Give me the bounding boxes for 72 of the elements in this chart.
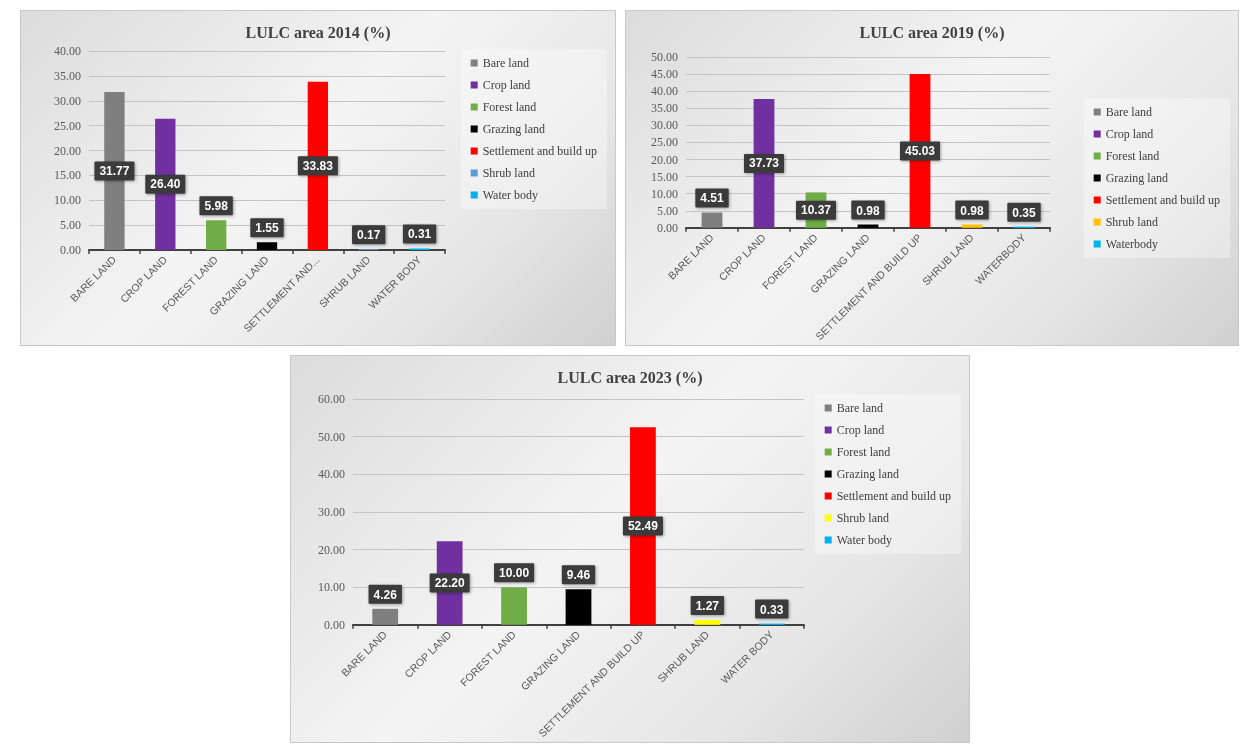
legend-label: Water body (836, 533, 893, 547)
y-tick-label: 40.00 (318, 467, 345, 482)
data-label: 26.40 (150, 177, 181, 192)
legend-label: Crop land (482, 78, 531, 92)
data-label: 37.73 (748, 156, 780, 171)
y-tick-label: 15.00 (651, 169, 678, 184)
chart-title: LULC area 2023 (%) (557, 368, 703, 387)
data-label: 1.55 (255, 221, 279, 236)
y-tick-label: 45.00 (651, 67, 678, 82)
y-tick-label: 20.00 (54, 143, 81, 158)
y-tick-label: 30.00 (651, 118, 678, 133)
y-tick-label: 25.00 (651, 135, 678, 150)
chart-title: LULC area 2019 (%) (859, 23, 1005, 42)
data-label: 5.98 (204, 199, 229, 214)
legend-label: Grazing land (482, 122, 545, 136)
data-label: 33.83 (302, 158, 334, 173)
legend-label: Shrub land (1105, 215, 1159, 229)
y-tick-label: 40.00 (54, 44, 81, 58)
legend-label: Forest land (482, 100, 537, 114)
data-label: 0.35 (1012, 205, 1036, 220)
legend-label: Crop land (836, 423, 885, 437)
y-tick-label: 5.00 (60, 218, 81, 233)
data-label: 0.17 (357, 228, 381, 243)
data-label: 0.31 (407, 227, 432, 242)
legend-label: Shrub land (836, 511, 890, 525)
y-tick-label: 0.00 (657, 220, 678, 235)
legend-label: Settlement and build up (482, 144, 598, 158)
y-tick-label: 50.00 (651, 50, 678, 64)
legend-label: Water body (482, 188, 539, 202)
y-tick-label: 20.00 (318, 542, 345, 557)
y-tick-label: 35.00 (54, 68, 81, 83)
y-tick-label: 60.00 (318, 392, 345, 406)
data-label: 10.00 (499, 566, 530, 581)
y-tick-label: 50.00 (318, 429, 345, 444)
y-tick-label: 30.00 (54, 93, 81, 108)
y-tick-label: 0.00 (324, 617, 345, 632)
legend-label: Waterbody (1105, 237, 1159, 251)
data-label: 45.03 (904, 143, 936, 158)
legend-label: Bare land (482, 56, 529, 70)
legend-label: Settlement and build up (836, 489, 952, 503)
legend-label: Crop land (1105, 127, 1154, 141)
data-label: 10.37 (800, 203, 832, 218)
y-tick-label: 5.00 (657, 203, 678, 218)
y-tick-label: 10.00 (651, 186, 678, 201)
legend-label: Forest land (1105, 149, 1160, 163)
data-label: 9.46 (566, 568, 591, 583)
y-tick-label: 0.00 (60, 243, 81, 257)
legend-label: Shrub land (482, 166, 536, 180)
data-label: 4.26 (373, 587, 398, 602)
data-label: 31.77 (99, 163, 130, 178)
data-label: 1.27 (695, 599, 720, 614)
legend-label: Grazing land (1105, 171, 1168, 185)
y-tick-label: 25.00 (54, 118, 81, 133)
legend-label: Forest land (836, 445, 891, 459)
y-tick-label: 10.00 (54, 193, 81, 208)
legend-label: Bare land (1105, 105, 1152, 119)
y-tick-label: 35.00 (651, 101, 678, 116)
y-tick-label: 10.00 (318, 580, 345, 595)
data-label: 4.51 (700, 191, 724, 206)
data-label: 52.49 (627, 519, 659, 534)
data-label: 0.98 (856, 203, 880, 218)
data-label: 0.98 (960, 203, 984, 218)
legend-label: Grazing land (836, 467, 899, 481)
legend-label: Bare land (836, 401, 883, 415)
data-label: 0.33 (760, 602, 784, 617)
y-tick-label: 30.00 (318, 504, 345, 519)
y-tick-label: 20.00 (651, 152, 678, 167)
y-tick-label: 15.00 (54, 168, 81, 183)
y-tick-label: 40.00 (651, 84, 678, 99)
chart-title: LULC area 2014 (%) (245, 23, 391, 42)
data-label: 22.20 (434, 576, 465, 591)
legend-label: Settlement and build up (1105, 193, 1221, 207)
